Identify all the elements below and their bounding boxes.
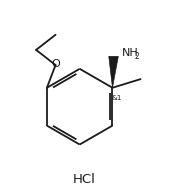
Text: &1: &1	[111, 95, 122, 101]
Text: NH: NH	[122, 48, 139, 58]
Text: HCl: HCl	[73, 173, 95, 186]
Text: 2: 2	[134, 52, 139, 61]
Polygon shape	[109, 56, 118, 88]
Text: O: O	[52, 59, 61, 69]
